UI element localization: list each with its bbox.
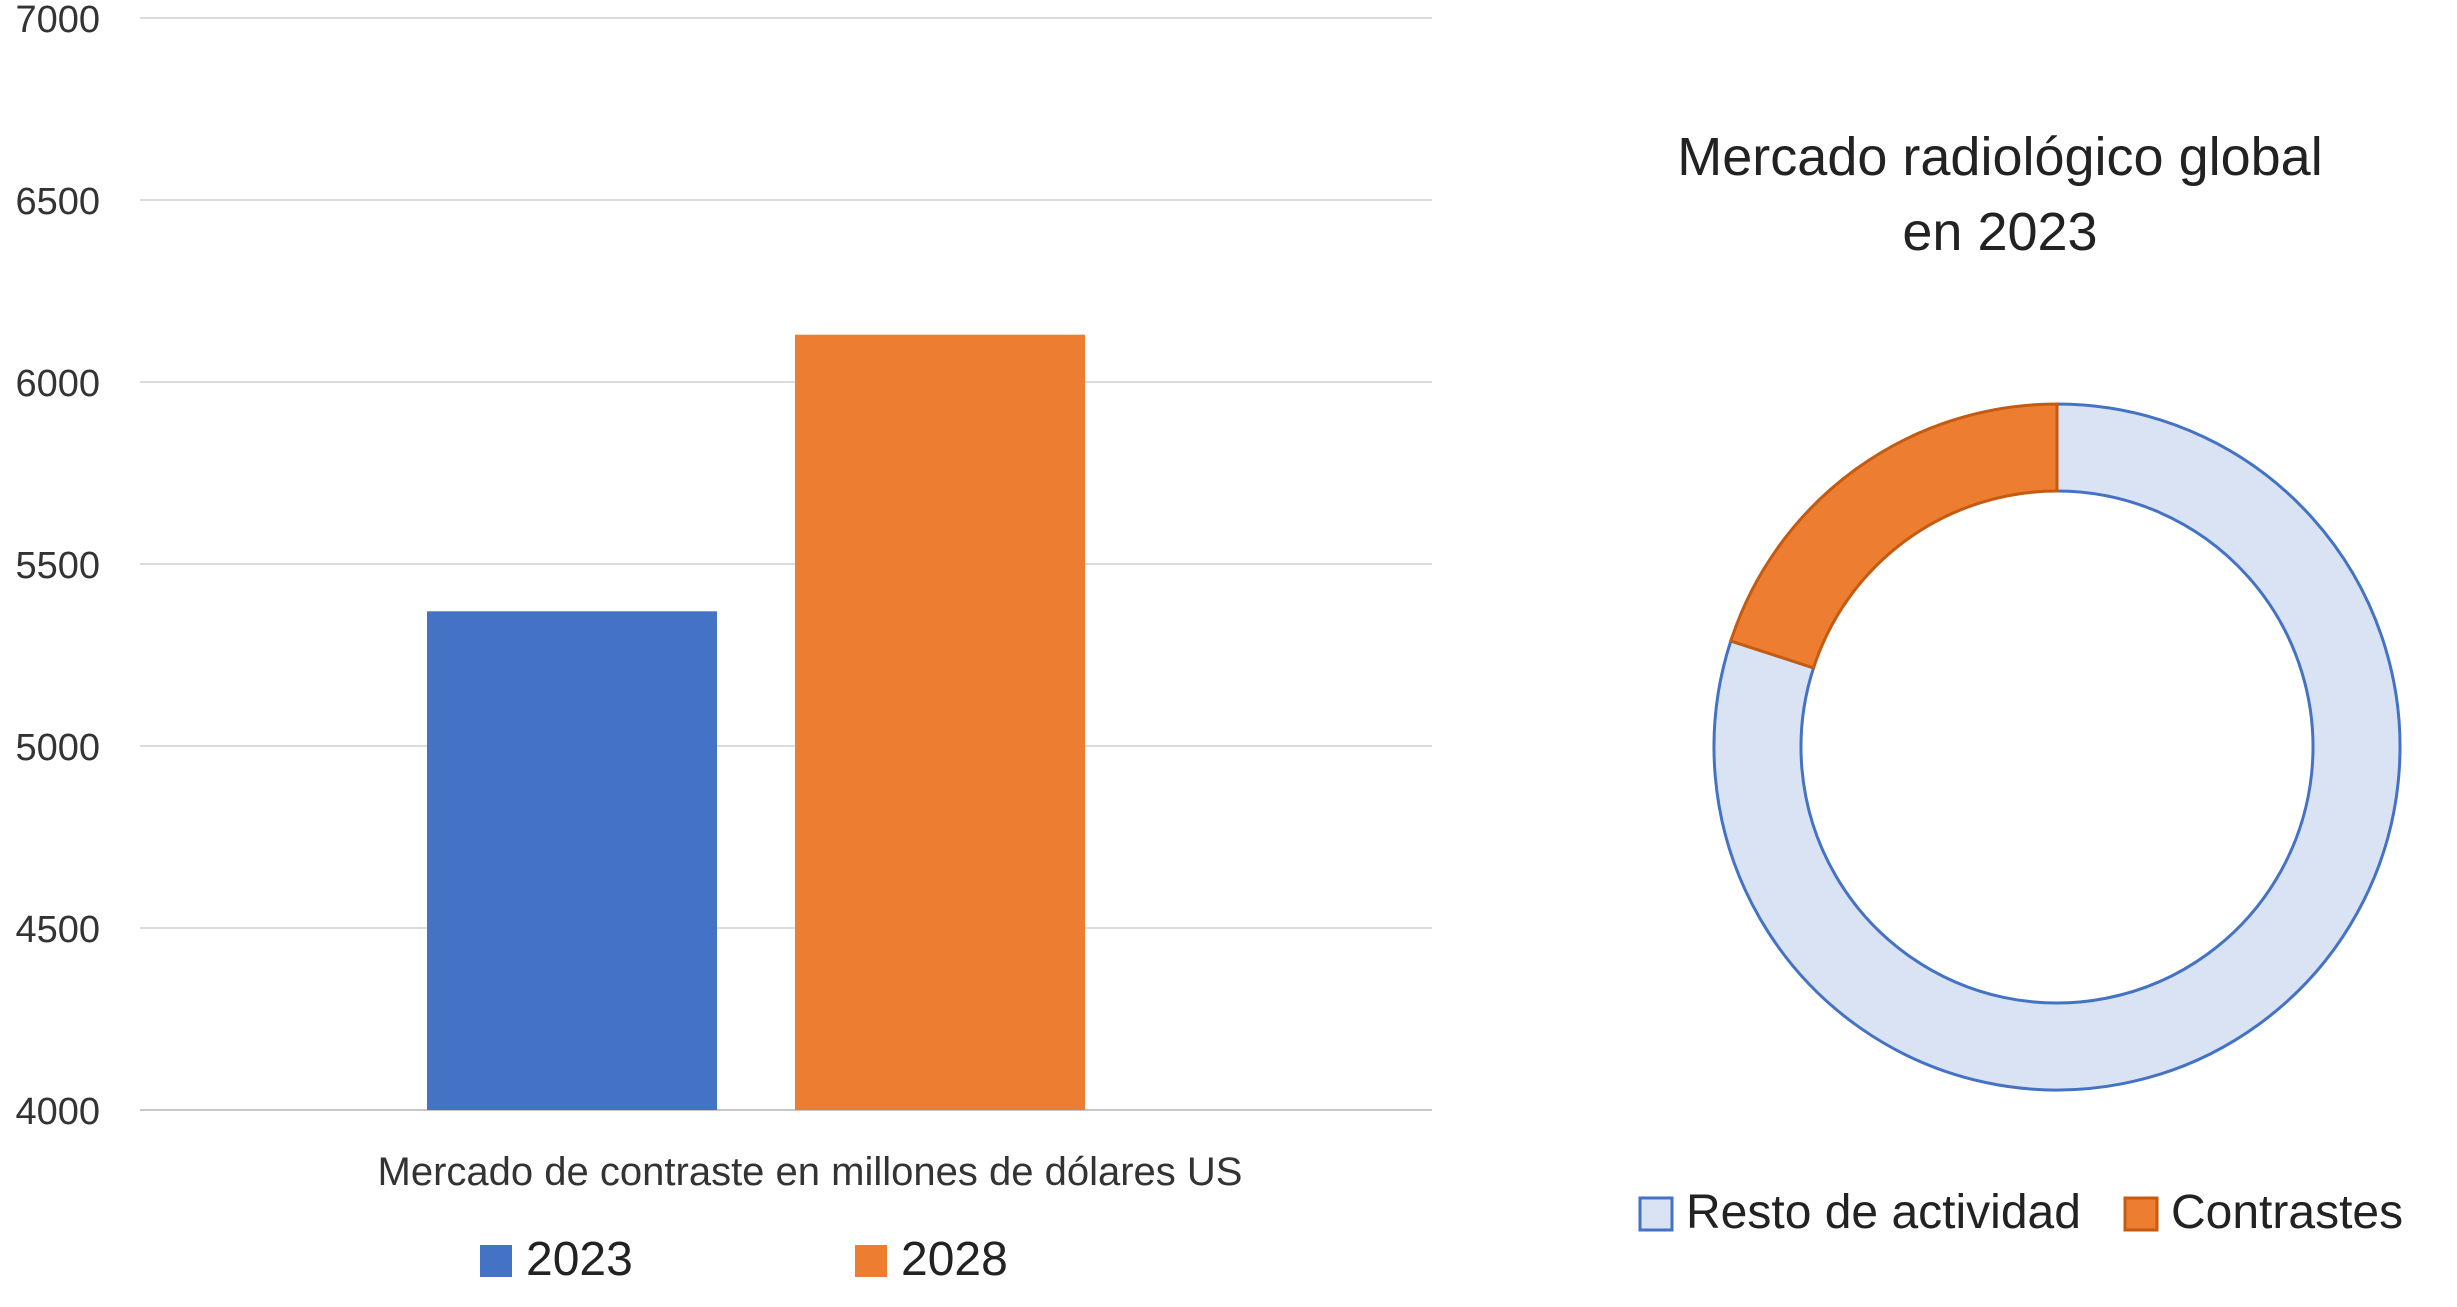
y-tick-label: 6000 <box>15 363 100 405</box>
donut-legend-swatch <box>1638 1196 1674 1232</box>
legend-label-2028: 2028 <box>901 1233 1008 1286</box>
legend-label-2023: 2023 <box>526 1233 633 1286</box>
bar-2028 <box>795 334 1085 1110</box>
donut-title-line-1: Mercado radiológico global <box>1677 127 2322 187</box>
y-tick-label: 7000 <box>15 0 100 41</box>
bar-legend: 2023 2028 <box>480 1233 1008 1286</box>
donut-legend-label: Contrastes <box>2171 1186 2403 1239</box>
bar-x-axis-label: Mercado de contraste en millones de dóla… <box>378 1150 1243 1194</box>
y-tick-label: 6500 <box>15 181 100 223</box>
bar-gridlines <box>140 17 1432 1111</box>
bar-y-axis-ticks: 4000 4500 5000 5500 6000 6500 7000 <box>15 0 100 1133</box>
donut-slices <box>1712 402 2402 1092</box>
donut-legend-label: Resto de actividad <box>1686 1186 2081 1239</box>
legend-swatch-2028 <box>855 1245 887 1277</box>
legend-swatch-2023 <box>480 1245 512 1277</box>
donut-legend-swatch <box>2123 1196 2159 1232</box>
y-tick-label: 4000 <box>15 1091 100 1133</box>
bar-bars <box>427 334 1085 1110</box>
donut-title-line-2: en 2023 <box>1902 202 2097 262</box>
bar-chart: 4000 4500 5000 5500 6000 6500 7000 Mercado de … <box>15 0 1432 1286</box>
y-tick-label: 5000 <box>15 727 100 769</box>
donut-slice-contrastes <box>1728 402 2059 670</box>
donut-legend: Resto de actividad Contrastes <box>1638 1186 2403 1239</box>
donut-chart: Mercado radiológico global en 2023 Resto… <box>1638 127 2403 1239</box>
bar-2023 <box>427 611 717 1110</box>
y-tick-label: 4500 <box>15 909 100 951</box>
donut-slice-resto-de-actividad <box>1712 402 2402 1092</box>
y-tick-label: 5500 <box>15 545 100 587</box>
